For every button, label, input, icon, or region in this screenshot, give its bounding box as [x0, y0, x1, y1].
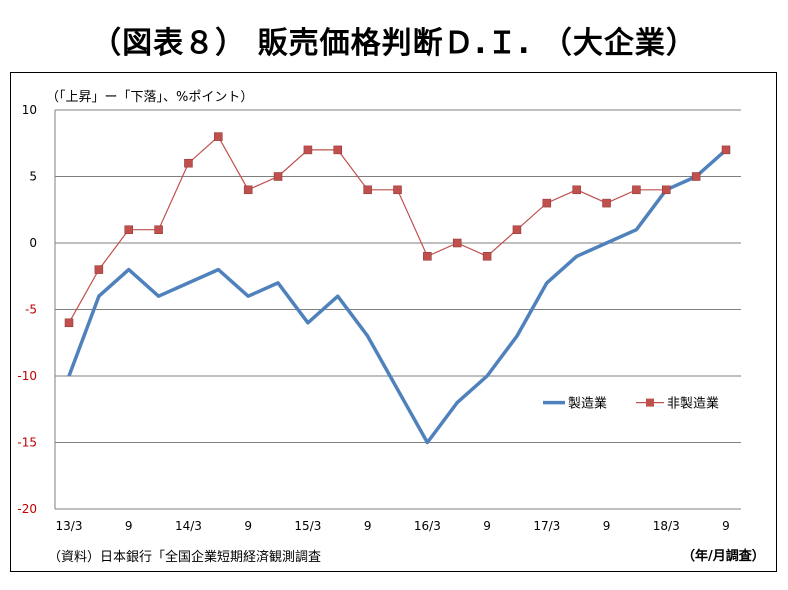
data-point-non-manufacturing	[512, 225, 522, 234]
y-tick-label: -5	[25, 303, 37, 317]
data-point-non-manufacturing	[184, 158, 193, 168]
data-point-non-manufacturing	[602, 198, 611, 208]
data-point-non-manufacturing	[124, 225, 133, 234]
x-tick-label: 13/3	[56, 519, 83, 533]
chart-frame	[10, 72, 777, 572]
data-point-non-manufacturing	[363, 185, 372, 195]
data-point-non-manufacturing	[662, 185, 671, 195]
x-tick-label: 9	[125, 519, 133, 533]
x-tick-label: 17/3	[533, 519, 560, 533]
data-point-non-manufacturing	[721, 145, 731, 155]
x-tick-label: 15/3	[294, 519, 321, 533]
source-note: （資料）日本銀行「全国企業短期経済観測調査	[48, 550, 322, 565]
data-point-non-manufacturing	[303, 145, 313, 155]
y-axis-unit-label: （「上昇」ー「下落」、%ポイント）	[46, 90, 254, 105]
y-tick-label: 5	[29, 170, 37, 184]
data-point-non-manufacturing	[273, 172, 283, 181]
data-point-non-manufacturing	[393, 185, 402, 195]
data-point-non-manufacturing	[243, 185, 253, 195]
data-point-non-manufacturing	[423, 252, 432, 261]
data-point-non-manufacturing	[632, 185, 641, 195]
data-point-non-manufacturing	[482, 252, 492, 261]
legend-label-manufacturing: 製造業	[568, 396, 607, 412]
legend-label-non-manufacturing: 非製造業	[667, 396, 719, 412]
series-line-non-manufacturing	[68, 135, 727, 324]
data-point-non-manufacturing	[542, 198, 552, 208]
data-point-non-manufacturing	[214, 132, 223, 141]
y-tick-label: 0	[29, 236, 37, 250]
y-tick-label: -10	[17, 369, 37, 383]
data-point-non-manufacturing	[691, 172, 701, 181]
x-tick-label: 9	[244, 519, 252, 533]
x-tick-label: 9	[364, 519, 372, 533]
x-tick-label: 9	[603, 519, 611, 533]
data-point-non-manufacturing	[572, 185, 581, 195]
data-point-non-manufacturing	[333, 145, 343, 155]
data-point-non-manufacturing	[64, 318, 74, 328]
x-tick-label: 16/3	[414, 519, 441, 533]
data-point-non-manufacturing	[94, 265, 104, 274]
y-tick-label: -20	[17, 502, 37, 516]
x-tick-label: 9	[722, 519, 730, 533]
data-point-non-manufacturing	[452, 238, 462, 248]
period-note: （年/月調査）	[682, 549, 765, 564]
data-point-non-manufacturing	[154, 225, 163, 234]
y-tick-label: -15	[17, 436, 37, 450]
series-line-manufacturing	[67, 148, 728, 445]
y-tick-label: 10	[22, 103, 37, 117]
x-tick-label: 14/3	[175, 519, 202, 533]
x-tick-label: 18/3	[653, 519, 680, 533]
chart-title: （図表８） 販売価格判断Ｄ.Ｉ. （大企業）	[91, 26, 697, 61]
x-tick-label: 9	[483, 519, 491, 533]
legend-marker-non-manufacturing	[646, 398, 654, 407]
